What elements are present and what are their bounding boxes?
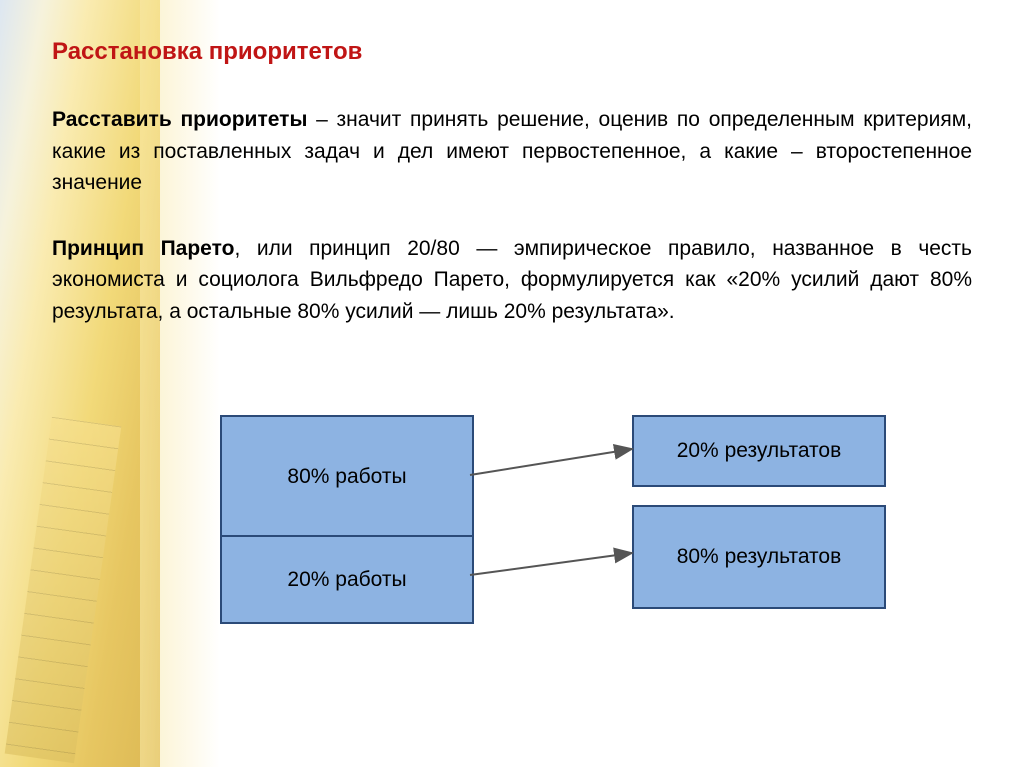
paragraph-2: Принцип Парето, или принцип 20/80 — эмпи…	[52, 233, 972, 328]
box-right-top: 20% результатов	[632, 415, 886, 487]
paragraph-1: Расставить приоритеты – значит принять р…	[52, 104, 972, 199]
box-right-bottom: 80% результатов	[632, 505, 886, 609]
para1-lead: Расставить приоритеты	[52, 108, 307, 131]
slide-content: Расстановка приоритетов Расставить приор…	[0, 0, 1024, 327]
slide-title: Расстановка приоритетов	[52, 38, 972, 66]
box-left-bottom: 20% работы	[220, 535, 474, 624]
para2-lead: Принцип Парето	[52, 237, 234, 260]
box-left-top: 80% работы	[220, 415, 474, 539]
pareto-diagram: 80% работы 20% работы 20% результатов 80…	[0, 390, 1024, 750]
